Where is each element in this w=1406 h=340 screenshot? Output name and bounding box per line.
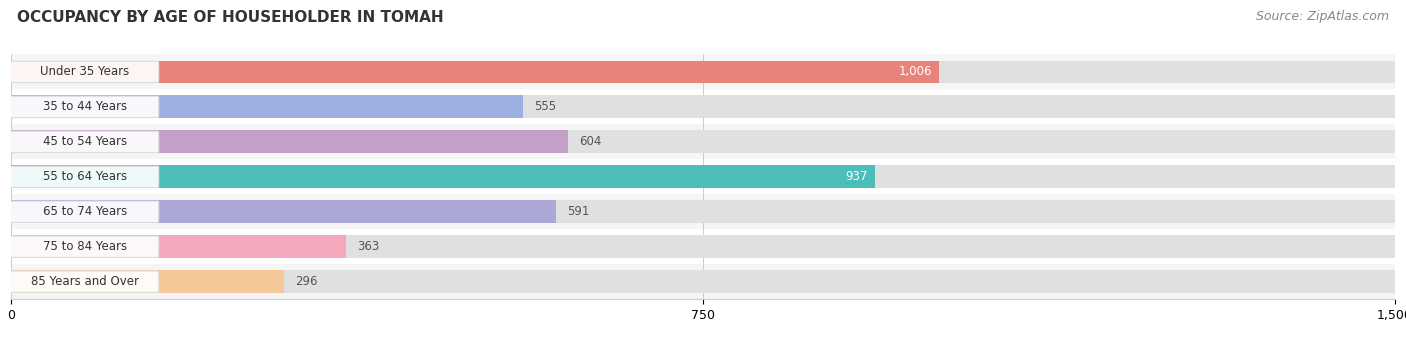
FancyBboxPatch shape [1,61,159,83]
Bar [11,89,1395,124]
FancyBboxPatch shape [1,131,159,153]
Text: 1,006: 1,006 [898,65,932,79]
FancyBboxPatch shape [1,96,159,118]
Text: 604: 604 [579,135,602,148]
Bar [11,131,1395,153]
Bar [11,166,1395,188]
Bar [11,131,568,153]
Bar [11,61,1395,83]
Bar [11,264,1395,299]
Bar [11,229,1395,264]
FancyBboxPatch shape [1,236,159,257]
Bar [11,270,284,293]
Bar [11,61,939,83]
Bar [11,54,1395,89]
Bar [11,194,1395,229]
FancyBboxPatch shape [1,201,159,222]
Text: OCCUPANCY BY AGE OF HOUSEHOLDER IN TOMAH: OCCUPANCY BY AGE OF HOUSEHOLDER IN TOMAH [17,10,443,25]
Bar [11,270,1395,293]
Text: 591: 591 [568,205,589,218]
Text: 35 to 44 Years: 35 to 44 Years [44,100,127,113]
Text: Under 35 Years: Under 35 Years [41,65,129,79]
Bar [11,166,876,188]
Bar [11,96,1395,118]
Bar [11,235,346,258]
Text: 55 to 64 Years: 55 to 64 Years [44,170,127,183]
Text: 75 to 84 Years: 75 to 84 Years [44,240,127,253]
Bar [11,200,557,223]
FancyBboxPatch shape [1,166,159,187]
Text: 45 to 54 Years: 45 to 54 Years [44,135,127,148]
Text: 555: 555 [534,100,557,113]
Bar [11,159,1395,194]
FancyBboxPatch shape [1,271,159,292]
Text: Source: ZipAtlas.com: Source: ZipAtlas.com [1256,10,1389,23]
Text: 65 to 74 Years: 65 to 74 Years [44,205,127,218]
Bar [11,96,523,118]
Text: 937: 937 [846,170,868,183]
Text: 296: 296 [295,275,318,288]
Bar [11,235,1395,258]
Bar [11,124,1395,159]
Text: 85 Years and Over: 85 Years and Over [31,275,139,288]
Text: 363: 363 [357,240,380,253]
Bar [11,200,1395,223]
